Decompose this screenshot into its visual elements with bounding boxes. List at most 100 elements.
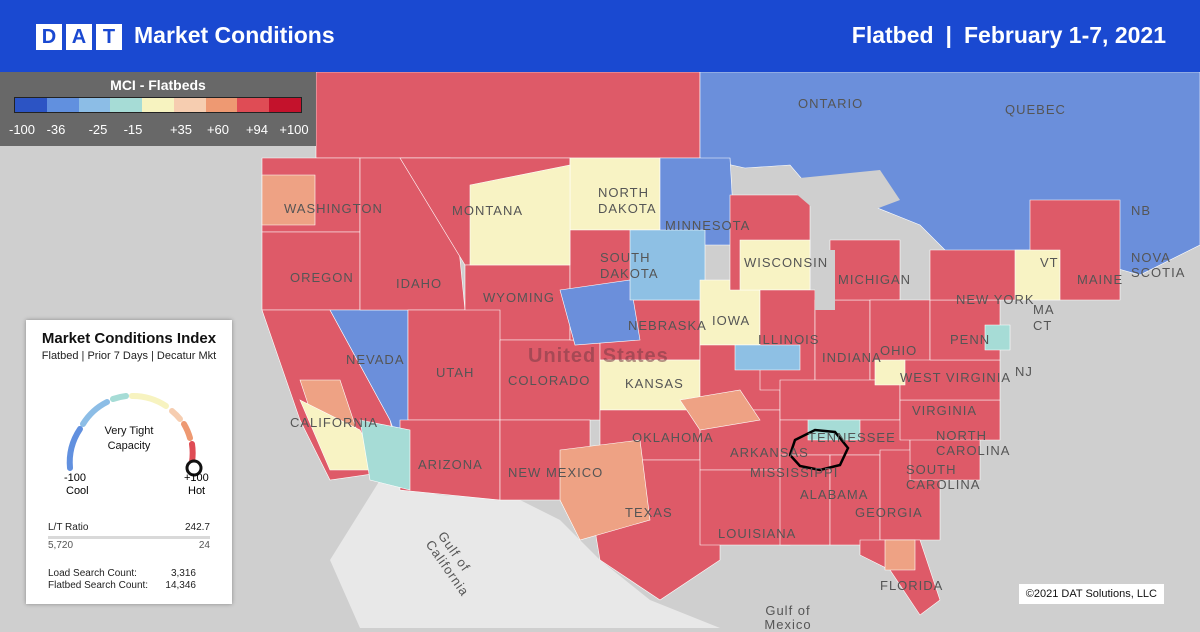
map-label-ct: CT	[1033, 318, 1053, 333]
mci-color-legend: MCI - Flatbeds -100 -36 -25 -15 +35 +60 …	[0, 72, 316, 146]
gauge-max-value: +100	[184, 472, 209, 484]
gauge-max-label: Hot	[188, 485, 206, 497]
map-label-nb: NB	[1131, 203, 1152, 218]
dat-logo: D A T	[36, 24, 122, 50]
load-truck-row: 5,720 24	[48, 540, 210, 551]
region-nebraska-west	[559, 279, 641, 346]
map-label-nova-scotia: NOVA SCOTIA	[1131, 250, 1186, 280]
region-east-texas	[679, 389, 761, 431]
gauge-arc-warm	[181, 421, 193, 441]
date-range: February 1-7, 2021	[963, 22, 1166, 48]
equipment-label: Flatbed	[851, 22, 934, 48]
lt-ratio-value: 242.7	[184, 522, 210, 533]
map-label-mississippi: MISSISSIPPI	[750, 465, 839, 480]
gauge-arc-warm-light	[169, 408, 183, 422]
legend-tick: -15	[123, 122, 143, 137]
map-label-vt: VT	[1040, 255, 1059, 270]
map-label-west-virginia: WEST VIRGINIA	[900, 370, 1011, 385]
flatbed-search-label: Flatbed Search Count:	[48, 580, 149, 591]
region-florida	[859, 539, 941, 616]
legend-tick: -100	[8, 122, 36, 137]
map-label-maine: MAINE	[1077, 272, 1124, 287]
map-label-illinois: ILLINOIS	[758, 332, 820, 347]
logo-letter-a: A	[66, 24, 92, 50]
map-label-kansas: KANSAS	[625, 376, 684, 391]
gauge-min-value: -100	[64, 472, 87, 484]
legend-swatch	[205, 98, 238, 112]
copyright-notice: ©2021 DAT Solutions, LLC	[1018, 584, 1164, 604]
trucks-value: 24	[198, 540, 210, 551]
map-label-nevada: NEVADA	[346, 352, 405, 367]
header-separator: |	[945, 22, 952, 48]
legend-ticks: -100 -36 -25 -15 +35 +60 +94 +100	[0, 122, 316, 140]
map-label-utah: UTAH	[436, 365, 475, 380]
gauge-arc-neutral	[129, 392, 169, 409]
legend-tick: +100	[279, 122, 309, 137]
map-label-montana: MONTANA	[452, 203, 524, 218]
region-washington-warm	[261, 174, 316, 226]
map-label-north-dakota: NORTH DAKOTA	[598, 185, 657, 216]
map-label-new-york: NEW YORK	[956, 292, 1035, 307]
gauge-capacity-text: Very Tight Capacity	[104, 425, 154, 452]
map-label-penn: PENN	[950, 332, 991, 347]
map-label-tennessee: TENNESSEE	[808, 430, 896, 445]
region-new-jersey	[984, 324, 1011, 351]
region-kentucky-blue	[734, 344, 801, 371]
gauge-needle-dot	[185, 459, 203, 477]
map-label-south-carolina: SOUTH CAROLINA	[906, 462, 981, 492]
region-michigan	[829, 239, 901, 301]
legend-swatch	[173, 98, 206, 112]
map-label-alabama: ALABAMA	[800, 487, 869, 502]
region-vermont	[1014, 249, 1061, 301]
map-label-california: CALIFORNIA	[290, 415, 379, 430]
map-label-georgia: GEORGIA	[855, 505, 923, 520]
us-market-map	[0, 72, 1200, 628]
load-search-value: 3,316	[170, 568, 196, 579]
flatbed-search-row: Flatbed Search Count: 14,346	[48, 580, 210, 591]
map-label-nebraska: NEBRASKA	[628, 318, 707, 333]
legend-tick: -25	[88, 122, 108, 137]
mci-gauge	[66, 392, 203, 477]
gauge-arc-hot	[189, 441, 196, 465]
map-label-new-mexico: NEW MEXICO	[508, 465, 604, 480]
loads-value: 5,720	[48, 540, 74, 551]
flatbed-search-value: 14,346	[165, 580, 196, 591]
region-indiana	[814, 299, 871, 391]
map-label-wisconsin: WISCONSIN	[744, 255, 829, 270]
legend-color-bar	[14, 97, 302, 113]
header-right: Flatbed | February 1-7, 2021	[852, 22, 1166, 49]
region-mexico	[330, 480, 720, 628]
map-label-quebec: QUEBEC	[1005, 102, 1066, 117]
map-label-minnesota: MINNESOTA	[665, 218, 751, 233]
region-lake-michigan	[815, 250, 835, 310]
map-label-virginia: VIRGINIA	[912, 403, 978, 418]
legend-swatch	[269, 98, 302, 112]
header-bar: D A T Market Conditions Flatbed | Februa…	[0, 0, 1200, 72]
map-label-indiana: INDIANA	[822, 350, 882, 365]
legend-swatch	[237, 98, 270, 112]
region-texas-west	[559, 439, 651, 541]
map-label-ontario: ONTARIO	[798, 96, 864, 111]
legend-swatch	[142, 98, 174, 112]
legend-tick: +60	[206, 122, 230, 137]
legend-swatch	[78, 98, 111, 112]
legend-tick: +94	[245, 122, 269, 137]
map-label-colorado: COLORADO	[508, 373, 591, 388]
region-west-virginia	[874, 359, 906, 386]
map-label-texas: TEXAS	[625, 505, 673, 520]
lt-ratio-label: L/T Ratio	[48, 522, 89, 533]
map-label-north-carolina: NORTH CAROLINA	[936, 428, 1011, 458]
legend-swatch	[15, 98, 47, 112]
region-canada-west	[315, 72, 701, 159]
map-label-louisiana: LOUISIANA	[718, 526, 797, 541]
map-label-oklahoma: OKLAHOMA	[632, 430, 714, 445]
region-great-lakes-water	[780, 170, 900, 215]
map-label-washington: WASHINGTON	[284, 201, 383, 216]
decatur-market-outline	[788, 428, 850, 472]
map-label-florida: FLORIDA	[880, 578, 944, 593]
region-kentucky	[779, 379, 901, 421]
legend-tick: +35	[169, 122, 193, 137]
map-label-ma: MA	[1033, 302, 1055, 317]
gauge-min-label: Cool	[66, 485, 89, 497]
gauge-arc-cool	[66, 426, 83, 471]
